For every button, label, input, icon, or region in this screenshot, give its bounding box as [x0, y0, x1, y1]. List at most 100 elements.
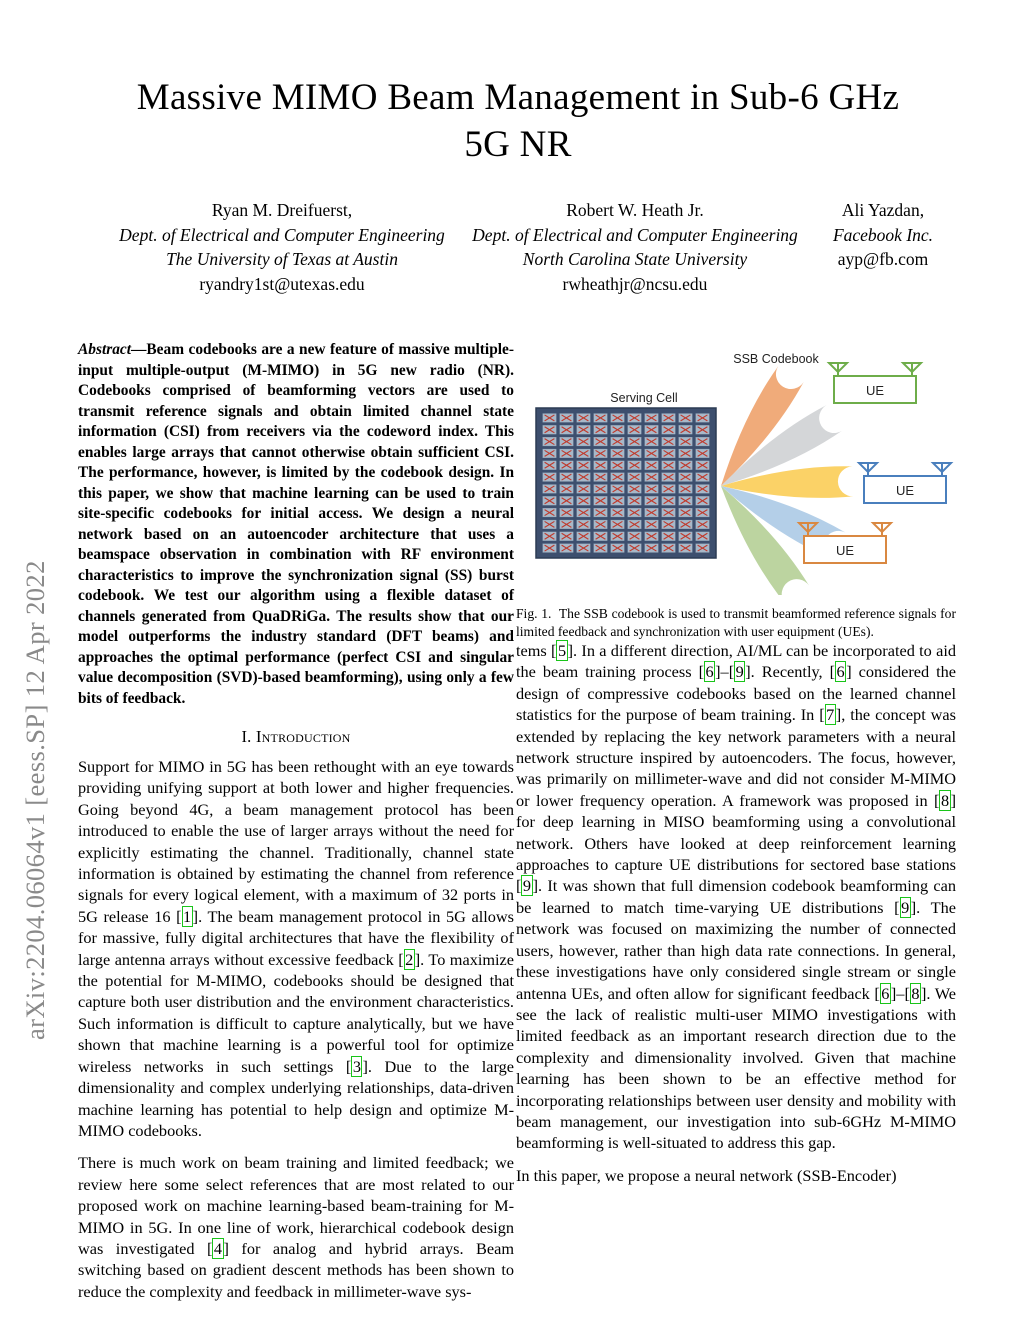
antenna-element — [644, 484, 659, 494]
citation-link[interactable]: 3 — [351, 1055, 363, 1077]
citation-link[interactable]: 5 — [556, 640, 568, 661]
antenna-element — [627, 460, 642, 470]
abstract-label: Abstract — [78, 341, 132, 358]
antenna-element — [542, 519, 557, 529]
citation-link[interactable]: 6 — [835, 661, 847, 683]
ue-antenna-icon — [900, 362, 924, 374]
antenna-element — [559, 508, 574, 518]
citation-link[interactable]: 9 — [899, 896, 911, 918]
antenna-element-cross — [680, 414, 691, 422]
antenna-element — [661, 413, 676, 423]
antenna-element-cross — [578, 485, 589, 493]
antenna-element-cross — [612, 520, 623, 528]
author-name: Ali Yazdan, — [841, 200, 925, 220]
antenna-element-cross — [578, 473, 589, 481]
antenna-element-cross — [629, 426, 640, 434]
antenna-element-cross — [629, 520, 640, 528]
antenna-element-cross — [544, 438, 555, 446]
antenna-element — [627, 413, 642, 423]
antenna-element-cross — [612, 414, 623, 422]
antenna-element-cross — [646, 461, 657, 469]
antenna-element-cross — [680, 461, 691, 469]
antenna-element — [593, 543, 608, 553]
antenna-element-cross — [663, 532, 674, 540]
antenna-element — [678, 437, 693, 447]
citation-link[interactable]: 6 — [879, 982, 891, 1004]
antenna-element-cross — [595, 414, 606, 422]
antenna-element — [661, 508, 676, 518]
antenna-element-cross — [680, 449, 691, 457]
antenna-element-cross — [629, 485, 640, 493]
antenna-element-cross — [697, 509, 708, 517]
body-paragraph: tems [5]. In a different direction, AI/M… — [516, 640, 957, 1153]
citation-link[interactable]: 6 — [704, 661, 716, 683]
antenna-element — [610, 543, 625, 553]
antenna-element — [627, 448, 642, 458]
citation-link[interactable]: 8 — [909, 982, 922, 1004]
antenna-element — [576, 472, 591, 482]
antenna-element — [644, 425, 659, 435]
antenna-element — [644, 519, 659, 529]
citation-link[interactable]: 1 — [181, 905, 193, 927]
citation-link[interactable]: 2 — [403, 948, 415, 970]
antenna-element-cross — [697, 532, 708, 540]
antenna-element — [559, 484, 574, 494]
citation-link[interactable]: 9 — [521, 875, 533, 897]
abstract-paragraph: Abstract—Beam codebooks are a new featur… — [78, 340, 514, 709]
antenna-element-cross — [646, 426, 657, 434]
antenna-element — [610, 425, 625, 435]
antenna-element — [576, 413, 591, 423]
antenna-element — [695, 543, 710, 553]
antenna-element — [644, 460, 659, 470]
antenna-element-cross — [629, 414, 640, 422]
antenna-element-cross — [697, 449, 708, 457]
antenna-element-cross — [663, 544, 674, 552]
antenna-element — [542, 496, 557, 506]
antenna-element — [695, 519, 710, 529]
antenna-element — [593, 531, 608, 541]
antenna-element-cross — [680, 497, 691, 505]
antenna-element-cross — [561, 473, 572, 481]
antenna-element — [593, 460, 608, 470]
ue-antenna-icon — [930, 462, 954, 474]
antenna-element-cross — [578, 438, 589, 446]
antenna-element — [542, 472, 557, 482]
antenna-element — [644, 413, 659, 423]
antenna-element-cross — [680, 532, 691, 540]
antenna-element-cross — [629, 461, 640, 469]
antenna-element — [542, 484, 557, 494]
antenna-element — [695, 531, 710, 541]
citation-link[interactable]: 4 — [212, 1237, 224, 1259]
antenna-element-cross — [561, 520, 572, 528]
antenna-element-cross — [663, 414, 674, 422]
antenna-element — [627, 519, 642, 529]
antenna-element — [678, 519, 693, 529]
antenna-element — [661, 460, 676, 470]
section-heading-introduction: I. Introduction — [78, 727, 514, 747]
antenna-element-cross — [612, 438, 623, 446]
antenna-element — [576, 508, 591, 518]
citation-link[interactable]: 7 — [824, 704, 836, 726]
antenna-element — [661, 437, 676, 447]
abstract-text: Beam codebooks are a new feature of mass… — [78, 341, 514, 707]
ue-blue: UE — [856, 462, 954, 504]
author-entry-3: Ali Yazdan, Facebook Inc. ayp@fb.com — [808, 198, 958, 272]
citation-link[interactable]: 9 — [734, 661, 746, 683]
antenna-element — [695, 448, 710, 458]
arxiv-stamp: arXiv:2204.06064v1 [eess.SP] 12 Apr 2022 — [20, 560, 50, 1040]
antenna-element — [695, 472, 710, 482]
ue-orange: UE — [796, 522, 894, 564]
antenna-element — [678, 496, 693, 506]
antenna-element — [559, 425, 574, 435]
antenna-element — [576, 543, 591, 553]
antenna-element-cross — [663, 426, 674, 434]
antenna-element — [576, 496, 591, 506]
ue-green: UE — [826, 362, 924, 404]
antenna-element — [644, 508, 659, 518]
column-right: UE UE UE Serving Cell SSB Codebook Fig. 1.… — [516, 340, 956, 1197]
antenna-element-cross — [680, 509, 691, 517]
antenna-element — [610, 472, 625, 482]
antenna-element — [559, 531, 574, 541]
citation-link[interactable]: 8 — [939, 789, 951, 811]
